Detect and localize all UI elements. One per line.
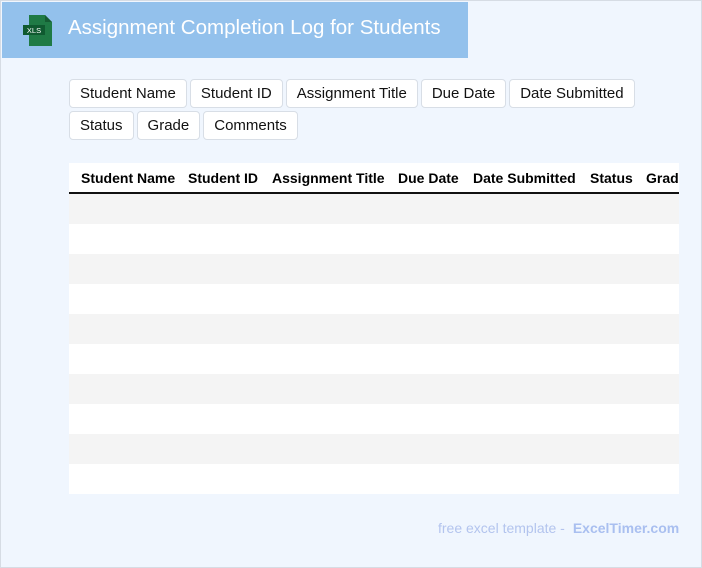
field-chip[interactable]: Student ID — [189, 79, 283, 108]
table-row[interactable] — [69, 434, 679, 464]
column-header[interactable]: Student ID — [188, 170, 258, 186]
column-header[interactable]: Assignment Title — [272, 170, 385, 186]
table-row[interactable] — [69, 374, 679, 404]
page-title: Assignment Completion Log for Students — [68, 16, 441, 39]
footer-brand-link[interactable]: ExcelTimer.com — [572, 520, 680, 536]
field-chip[interactable]: Assignment Title — [285, 79, 418, 108]
title-bar: XLS Assignment Completion Log for Studen… — [2, 2, 468, 58]
table-row[interactable] — [69, 464, 679, 494]
table-header: Student Name Student ID Assignment Title Du… — [69, 163, 679, 194]
field-chip[interactable]: Student Name — [69, 79, 187, 108]
field-chip[interactable]: Grade — [136, 111, 201, 140]
column-header[interactable]: Due Date — [398, 170, 459, 186]
table-body — [69, 194, 679, 494]
table-row[interactable] — [69, 254, 679, 284]
table-row[interactable] — [69, 344, 679, 374]
column-header[interactable]: Grade — [646, 170, 679, 186]
field-chip[interactable]: Comments — [203, 111, 298, 140]
column-header[interactable]: Student Name — [81, 170, 176, 186]
column-header[interactable]: Date Submitted — [473, 170, 576, 186]
field-chip-list: Student Name Student ID Assignment Title Du… — [69, 79, 699, 140]
column-header[interactable]: Status — [590, 170, 633, 186]
field-chip[interactable]: Date Submitted — [509, 79, 635, 108]
table-row[interactable] — [69, 194, 679, 224]
field-chip[interactable]: Status — [69, 111, 134, 140]
table-row[interactable] — [69, 284, 679, 314]
footer-text: free excel template - — [438, 520, 565, 536]
table-row[interactable] — [69, 314, 679, 344]
table-row[interactable] — [69, 224, 679, 254]
svg-text:XLS: XLS — [27, 26, 41, 35]
data-table: Student Name Student ID Assignment Title Du… — [69, 163, 679, 494]
table-row[interactable] — [69, 404, 679, 434]
footer: free excel template - ExcelTimer.com — [438, 520, 679, 536]
xls-file-icon: XLS — [23, 15, 52, 46]
field-chip[interactable]: Due Date — [420, 79, 507, 108]
